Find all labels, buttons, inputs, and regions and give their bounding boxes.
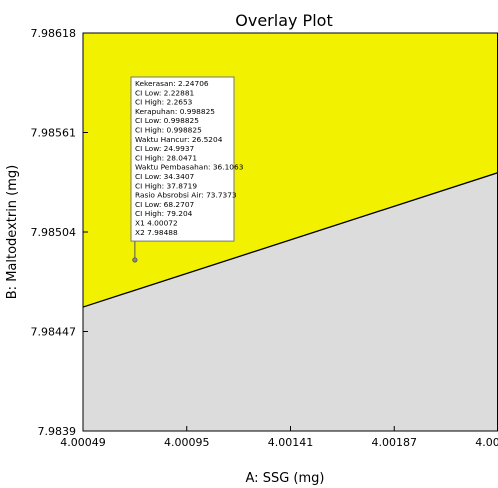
- y-tick-label: 7.98561: [31, 127, 77, 140]
- y-tick-label: 7.98618: [31, 27, 77, 40]
- annotation-line: CI High: 2.2653: [135, 98, 193, 107]
- x-tick-label: 4.00233: [475, 436, 498, 449]
- annotation-line: Rasio Absrobsi Air: 73.7373: [135, 191, 237, 200]
- annotation-line: CI High: 79.204: [135, 209, 193, 218]
- x-tick-label: 4.00049: [60, 436, 106, 449]
- annotation-line: CI High: 28.0471: [135, 153, 197, 162]
- y-tick-label: 7.98504: [31, 226, 77, 239]
- x-tick-label: 4.00141: [268, 436, 314, 449]
- y-tick-label: 7.9839: [38, 425, 77, 438]
- annotation-line: CI High: 0.998825: [135, 126, 202, 135]
- annotation-line: CI High: 37.8719: [135, 181, 197, 190]
- plot-area: 4.00049 4.00095 4.00141 4.00187 4.00233 7.983…: [31, 27, 498, 449]
- annotation-line: Waktu Pembasahan: 36.1063: [135, 163, 244, 172]
- annotation-line: CI Low: 34.3407: [135, 172, 195, 181]
- annotation-line: CI Low: 2.22881: [135, 88, 195, 97]
- annotation-line: CI Low: 68.2707: [135, 200, 195, 209]
- annotation-line: Waktu Hancur: 26.5204: [135, 135, 223, 144]
- boundary-line: [82, 172, 498, 308]
- x-tick-label: 4.00187: [372, 436, 418, 449]
- flag-point: [132, 257, 138, 263]
- y-axis-label: B: Maltodextrin (mg): [5, 165, 20, 299]
- chart-title: Overlay Plot: [235, 11, 332, 30]
- annotation-box: [130, 76, 235, 242]
- annotation-line: X2 7.98488: [135, 228, 178, 237]
- x-tick-label: 4.00095: [164, 436, 210, 449]
- annotation-line: X1 4.00072: [135, 219, 178, 228]
- annotation-line: CI Low: 24.9937: [135, 144, 195, 153]
- annotation-line: Kekerasan: 2.24706: [135, 79, 209, 88]
- y-tick-label: 7.98447: [31, 326, 77, 339]
- x-axis-label: A: SSG (mg): [246, 471, 325, 486]
- infeasible-region: [83, 172, 498, 432]
- annotation-line: Kerapuhan: 0.998825: [135, 107, 215, 116]
- annotation-line: CI Low: 0.998825: [135, 116, 199, 125]
